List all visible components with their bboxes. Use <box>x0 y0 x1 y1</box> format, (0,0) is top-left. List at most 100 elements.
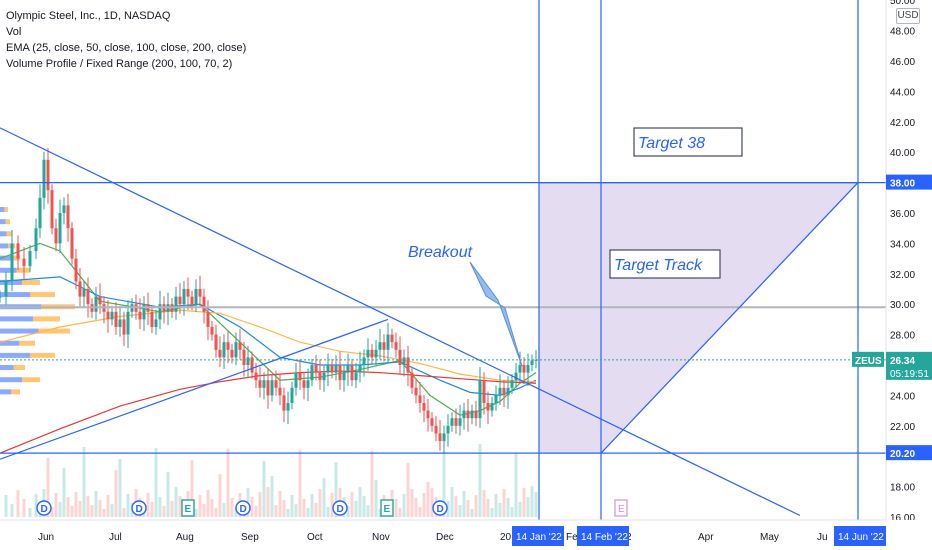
dividend-marker <box>235 500 251 516</box>
volume-bar <box>166 472 170 517</box>
candle-body <box>314 365 318 373</box>
legend-volume-profile[interactable]: Volume Profile / Fixed Range (200, 100, … <box>6 58 233 70</box>
volume-bar <box>146 493 150 517</box>
candle-body <box>182 289 186 305</box>
candle-body <box>230 349 234 358</box>
volume-bar <box>234 507 238 517</box>
price-label-badge <box>886 351 932 380</box>
volume-bar <box>398 508 402 517</box>
candle-body <box>306 380 310 388</box>
candle-body <box>362 357 366 365</box>
volume-bar <box>362 496 366 517</box>
volume-profile-row-down <box>13 365 25 371</box>
time-badges: 14 Jan '22 14 Feb '22 14 Jun '22 <box>512 526 886 546</box>
candle-body <box>402 357 406 365</box>
candle-body <box>370 349 374 358</box>
volume-bar <box>10 504 14 517</box>
candle-body <box>510 380 514 388</box>
annotation-target-38[interactable]: Target 38 <box>633 127 743 157</box>
candle-body <box>114 311 118 327</box>
volume-bar <box>110 504 114 517</box>
time-tick-label: Fe <box>566 532 578 543</box>
time-badge-text: 14 Feb '22 <box>581 532 628 543</box>
descending-trend-line <box>0 127 801 517</box>
volume-bar <box>202 504 206 517</box>
candle-body <box>454 418 458 426</box>
volume-bar <box>366 505 370 517</box>
time-tick-label: Oct <box>307 532 323 543</box>
time-tick-label: Dec <box>436 532 454 543</box>
volume-bar <box>114 470 118 517</box>
time-tick-label: Jun <box>38 532 54 543</box>
candle-body <box>506 387 510 396</box>
price-tick-label: 28.00 <box>890 331 915 342</box>
volume-bar <box>154 448 158 517</box>
volume-bar <box>46 458 50 517</box>
candle-body <box>282 395 286 411</box>
volume-bar <box>98 500 102 517</box>
volume-bar <box>302 499 306 517</box>
volume-bar <box>518 502 522 517</box>
candle-body <box>390 334 394 343</box>
volume-profile-row-down <box>38 328 70 334</box>
price-tick-label: 40.00 <box>890 148 915 159</box>
candle-body <box>446 425 450 434</box>
volume-bar <box>510 507 514 517</box>
candle-body <box>326 365 330 373</box>
volume-bar <box>118 459 122 517</box>
volume-bar <box>106 495 110 517</box>
price-scale[interactable] <box>886 0 932 520</box>
volume-bar <box>378 509 382 517</box>
legend-title[interactable]: Olympic Steel, Inc., 1D, NASDAQ <box>6 10 171 22</box>
volume-bar <box>526 497 530 517</box>
time-badge <box>512 526 564 546</box>
legend-volume[interactable]: Vol <box>6 26 22 38</box>
candle-body <box>4 281 8 297</box>
annotation-target-track[interactable]: Target Track <box>609 249 721 279</box>
volume-bar <box>74 492 78 517</box>
volume-profile-row-up <box>0 340 20 346</box>
volume-bar <box>482 490 486 517</box>
volume-bar <box>486 499 490 517</box>
candle-body <box>10 243 14 282</box>
candle-body <box>330 365 334 373</box>
currency-badge[interactable]: USD <box>896 8 920 24</box>
time-tick-label: Sep <box>241 532 259 543</box>
candle-body <box>298 372 302 381</box>
candle-body <box>466 410 470 419</box>
volume-profile-row-up <box>0 219 6 225</box>
dividend-marker <box>432 500 448 516</box>
volume-bar <box>4 495 8 517</box>
candle-body <box>262 380 266 388</box>
volume-bar <box>446 501 450 517</box>
candle-body <box>58 213 62 244</box>
volume-bar <box>270 476 274 517</box>
volume-bar <box>22 499 26 517</box>
trend-drawings[interactable] <box>0 0 886 520</box>
volume-bar <box>282 500 286 517</box>
time-scale[interactable] <box>0 520 932 550</box>
volume-bar <box>478 444 482 517</box>
volume-profile-row-up <box>0 365 14 371</box>
volume-bar <box>298 450 302 517</box>
candle-body <box>374 349 378 358</box>
candle-body <box>28 251 32 267</box>
event-marker-label: D <box>240 504 247 515</box>
event-marker-label: D <box>337 504 344 515</box>
price-labels: 38.00 20.20 26.34 05:19:51 ZEUS <box>852 174 932 461</box>
volume-bar <box>158 497 162 517</box>
breakout-arrow[interactable] <box>469 261 523 367</box>
legend-ema[interactable]: EMA (25, close, 50, close, 100, close, 2… <box>6 42 247 54</box>
candle-body <box>518 365 522 373</box>
volume-bar <box>534 492 538 517</box>
candle-body <box>410 372 414 388</box>
volume-bar <box>498 503 502 517</box>
volume-bar <box>210 499 214 517</box>
candle-body <box>82 289 86 297</box>
price-label-text: 38.00 <box>890 179 915 190</box>
candle-body <box>290 387 294 403</box>
candle-body <box>522 365 526 373</box>
annotation-breakout[interactable]: Breakout <box>408 244 473 261</box>
